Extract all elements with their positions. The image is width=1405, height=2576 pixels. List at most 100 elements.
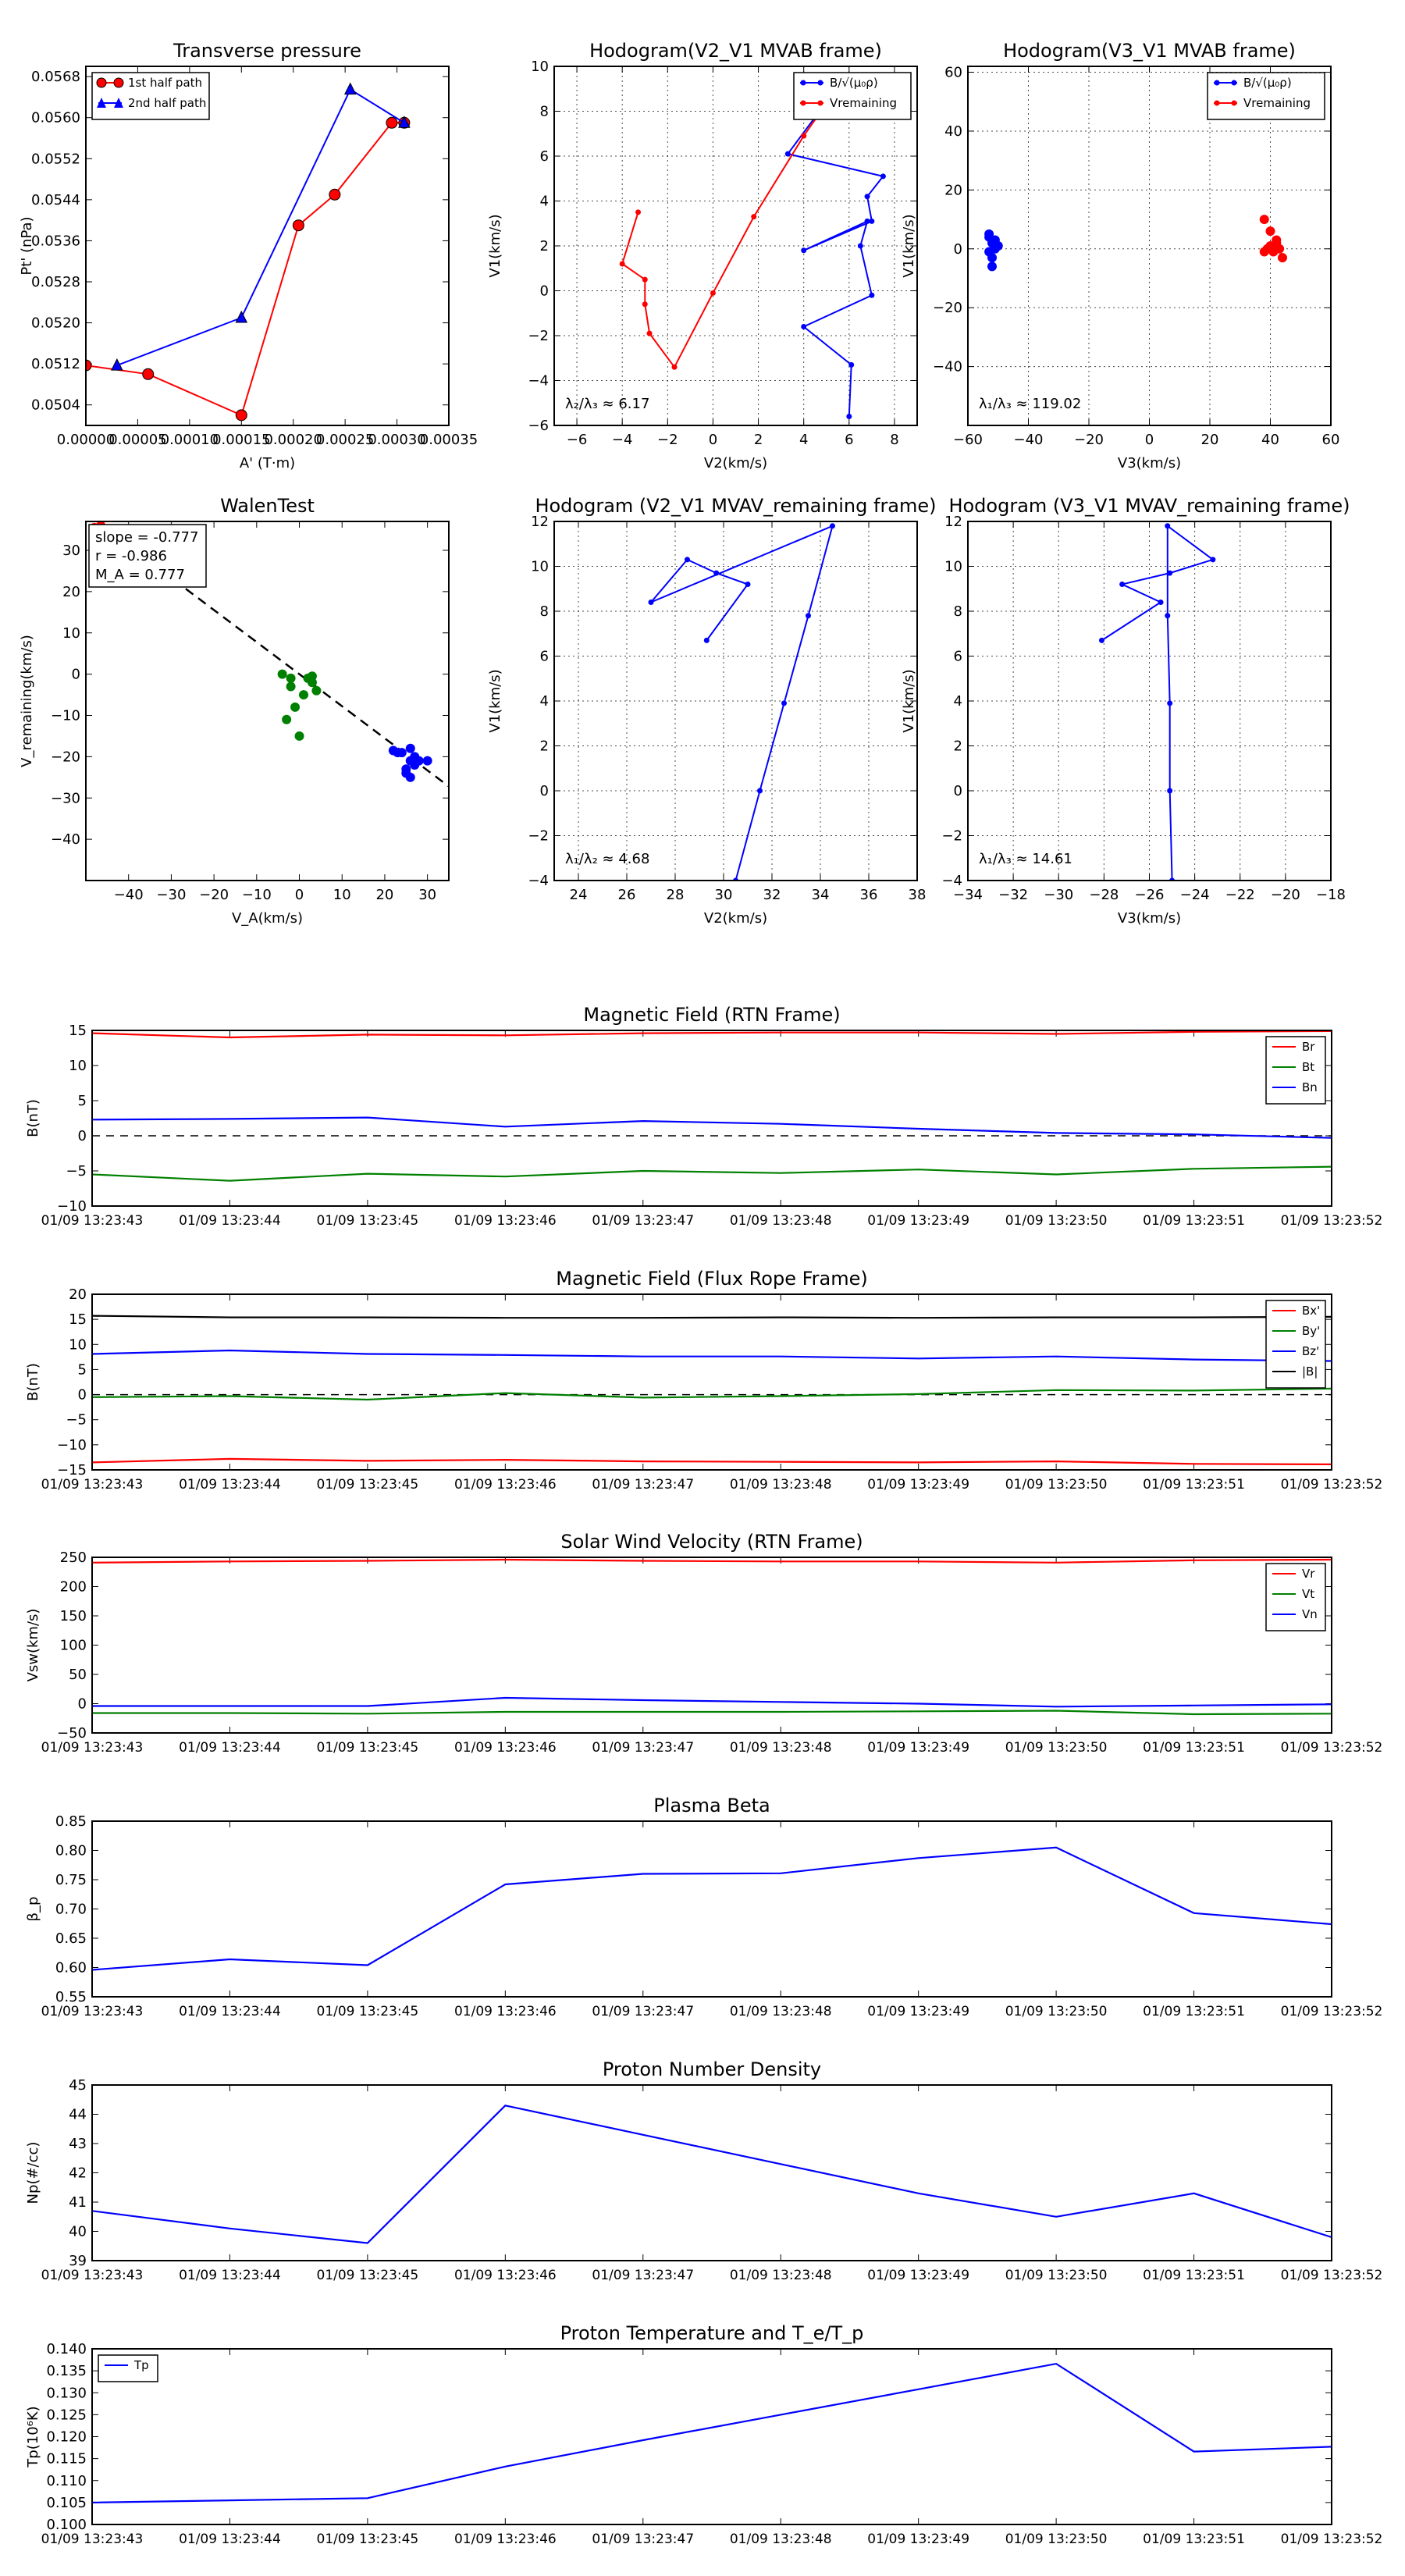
- x-tick-label: 01/09 13:23:43: [41, 1213, 144, 1229]
- data-point: [619, 261, 625, 267]
- y-tick-label: 6: [540, 148, 549, 165]
- legend-label: 2nd half path: [128, 96, 206, 110]
- plot-area: [92, 1030, 1332, 1182]
- y-tick-label: 5: [78, 1361, 87, 1378]
- data-point: [987, 262, 997, 272]
- walen-stats-box: slope = -0.777 r = -0.986 M_A = 0.777: [88, 524, 207, 588]
- data-point: [286, 681, 296, 692]
- x-tick-label: 0.00020: [264, 432, 322, 448]
- plot-frame: [553, 521, 918, 881]
- y-tick-label: 4: [540, 194, 549, 210]
- x-tick-label: 01/09 13:23:51: [1143, 1740, 1245, 1756]
- chart-title: Plasma Beta: [653, 1795, 770, 1816]
- y-tick-label: −30: [51, 790, 80, 806]
- legend-marker: [114, 98, 123, 108]
- y-tick-label: −10: [57, 1198, 87, 1215]
- legend-box: [1265, 1563, 1326, 1631]
- legend: Bx' By' Bz' |B|: [1265, 1300, 1326, 1389]
- legend-box: [1207, 72, 1325, 120]
- y-tick-label: 250: [60, 1550, 87, 1566]
- legend-marker: [817, 80, 823, 86]
- x-tick-label: 01/09 13:23:47: [592, 2004, 694, 2019]
- y-tick-label: 40: [69, 2224, 87, 2240]
- series-beta-line: [92, 1846, 1332, 1971]
- y-tick-label: 30: [62, 543, 80, 559]
- data-point: [781, 700, 787, 706]
- x-tick-label: 01/09 13:23:49: [867, 1213, 969, 1229]
- y-tick-label: −2: [528, 828, 549, 845]
- x-axis-label: V3(km/s): [1118, 910, 1181, 927]
- x-tick-label: 01/09 13:23:44: [179, 1213, 281, 1229]
- x-tick-label: 01/09 13:23:50: [1005, 1477, 1108, 1493]
- data-point: [405, 772, 415, 782]
- y-tick-label: 20: [944, 182, 962, 198]
- plot-area: [92, 1558, 1332, 1716]
- y-tick-label: 0.0512: [31, 356, 80, 372]
- y-tick-label: −40: [51, 831, 80, 848]
- legend-marker: [800, 80, 806, 86]
- data-point: [648, 600, 654, 605]
- data-point: [294, 731, 304, 741]
- y-tick-label: 0.0504: [31, 397, 80, 414]
- y-tick-label: 40: [944, 123, 962, 140]
- y-tick-label: 0.120: [46, 2429, 87, 2446]
- x-tick-label: −40: [1014, 432, 1044, 448]
- x-tick-label: 36: [860, 887, 878, 903]
- y-tick-label: −10: [51, 708, 80, 724]
- series-tp-line: [92, 2362, 1332, 2503]
- x-tick-label: −30: [156, 887, 186, 903]
- series-vr-line: [92, 1558, 1332, 1564]
- legend-label: B/√(μ₀ρ): [830, 76, 878, 90]
- data-point: [1119, 582, 1126, 587]
- data-point: [386, 116, 398, 129]
- chart-title: Magnetic Field (RTN Frame): [583, 1004, 840, 1026]
- plot-frame: [85, 66, 450, 426]
- data-point: [745, 582, 751, 587]
- chart-title: Magnetic Field (Flux Rope Frame): [556, 1268, 867, 1290]
- y-axis-label: V1(km/s): [487, 214, 503, 277]
- x-tick-label: 01/09 13:23:48: [730, 2532, 832, 2547]
- y-tick-label: −4: [528, 373, 549, 390]
- x-tick-label: 01/09 13:23:45: [317, 2532, 419, 2547]
- plot-frame: [91, 1293, 1332, 1471]
- y-tick-label: 0: [540, 783, 549, 799]
- x-tick-label: 01/09 13:23:52: [1281, 2532, 1383, 2547]
- y-tick-label: 200: [60, 1579, 87, 1596]
- data-point: [111, 358, 123, 371]
- plot-area: [92, 2362, 1332, 2503]
- x-tick-label: 0: [709, 432, 717, 448]
- x-axis-label: V2(km/s): [704, 910, 767, 927]
- x-tick-label: 01/09 13:23:45: [317, 1477, 419, 1493]
- legend-label: Bz': [1302, 1344, 1319, 1358]
- y-tick-label: −2: [941, 828, 962, 845]
- eigenvalue-ratio-label: λ₁/λ₃ ≈ 14.61: [979, 851, 1072, 867]
- y-tick-label: 15: [69, 1311, 87, 1328]
- x-tick-label: 01/09 13:23:44: [179, 2268, 281, 2283]
- plot-frame: [967, 66, 1332, 426]
- y-tick-label: 0: [78, 1696, 87, 1713]
- chart-title: Proton Number Density: [603, 2058, 821, 2080]
- data-point: [282, 714, 292, 724]
- y-tick-label: 2: [540, 238, 549, 254]
- x-tick-label: 01/09 13:23:48: [730, 2004, 832, 2019]
- y-tick-label: −5: [66, 1412, 87, 1429]
- regression-line: [94, 521, 449, 788]
- x-tick-label: 60: [1322, 432, 1340, 448]
- y-tick-label: 42: [69, 2165, 87, 2182]
- y-tick-label: 10: [62, 625, 80, 642]
- y-tick-label: −20: [933, 300, 962, 316]
- series-v-line: [1101, 524, 1215, 881]
- x-tick-label: 01/09 13:23:50: [1005, 1740, 1108, 1756]
- data-point: [1275, 244, 1285, 254]
- data-point: [984, 232, 994, 242]
- y-tick-label: −15: [57, 1462, 87, 1478]
- legend-label: Vt: [1302, 1587, 1314, 1601]
- legend: B/√(μ₀ρ) Vremaining: [793, 72, 912, 120]
- x-tick-label: −20: [1271, 887, 1300, 903]
- series-b--line: [786, 76, 885, 417]
- x-tick-label: 0.00005: [108, 432, 166, 448]
- plot-frame: [91, 1030, 1332, 1207]
- x-tick-label: 01/09 13:23:50: [1005, 2268, 1108, 2283]
- y-tick-label: 0.110: [46, 2473, 87, 2489]
- x-tick-label: −20: [1074, 432, 1104, 448]
